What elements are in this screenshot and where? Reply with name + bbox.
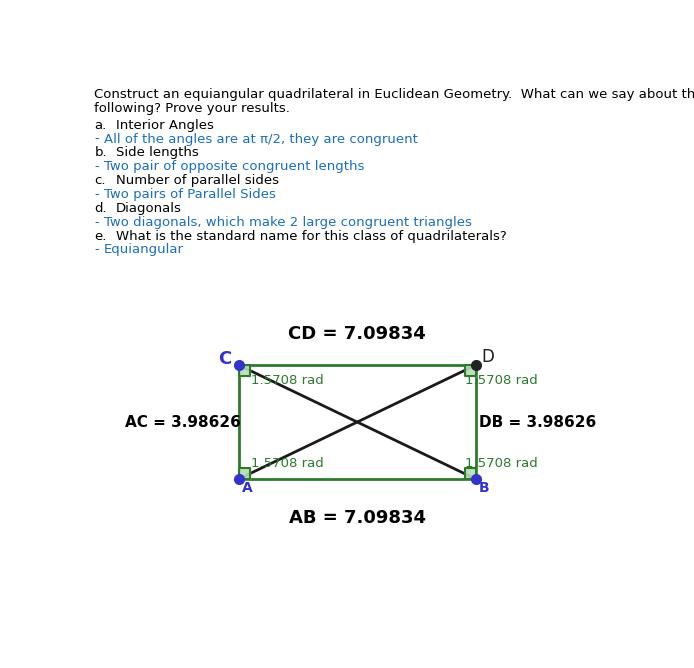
Polygon shape bbox=[239, 365, 250, 376]
Text: Side lengths: Side lengths bbox=[116, 146, 199, 160]
Text: Interior Angles: Interior Angles bbox=[116, 119, 214, 132]
Text: Construct an equiangular quadrilateral in Euclidean Geometry.  What can we say a: Construct an equiangular quadrilateral i… bbox=[94, 88, 694, 101]
Text: A: A bbox=[242, 482, 253, 496]
Text: Two pair of opposite congruent lengths: Two pair of opposite congruent lengths bbox=[104, 160, 364, 173]
Text: 1.5708 rad: 1.5708 rad bbox=[465, 374, 538, 387]
Text: All of the angles are at π/2, they are congruent: All of the angles are at π/2, they are c… bbox=[104, 132, 418, 146]
Text: AC = 3.98626: AC = 3.98626 bbox=[125, 415, 241, 430]
Text: e.: e. bbox=[94, 230, 107, 242]
Text: c.: c. bbox=[94, 174, 106, 187]
Text: C: C bbox=[218, 350, 231, 368]
Polygon shape bbox=[465, 365, 476, 376]
Text: Two diagonals, which make 2 large congruent triangles: Two diagonals, which make 2 large congru… bbox=[104, 216, 472, 228]
Text: What is the standard name for this class of quadrilaterals?: What is the standard name for this class… bbox=[116, 230, 507, 242]
Text: following? Prove your results.: following? Prove your results. bbox=[94, 102, 290, 115]
Text: B: B bbox=[479, 482, 489, 496]
Text: 1.5708 rad: 1.5708 rad bbox=[251, 374, 324, 387]
Text: a.: a. bbox=[94, 119, 107, 132]
Text: Diagonals: Diagonals bbox=[116, 202, 182, 215]
Text: 1.5708 rad: 1.5708 rad bbox=[465, 457, 538, 470]
Text: Number of parallel sides: Number of parallel sides bbox=[116, 174, 279, 187]
Text: -: - bbox=[94, 216, 99, 228]
Text: -: - bbox=[94, 160, 99, 173]
Text: D: D bbox=[482, 348, 495, 366]
Text: DB = 3.98626: DB = 3.98626 bbox=[479, 415, 596, 430]
Text: b.: b. bbox=[94, 146, 107, 160]
Polygon shape bbox=[465, 468, 476, 479]
Text: -: - bbox=[94, 188, 99, 201]
Text: CD = 7.09834: CD = 7.09834 bbox=[288, 325, 426, 343]
Text: Equiangular: Equiangular bbox=[104, 243, 184, 257]
Text: AB = 7.09834: AB = 7.09834 bbox=[289, 508, 425, 526]
Text: d.: d. bbox=[94, 202, 107, 215]
Text: -: - bbox=[94, 243, 99, 257]
Polygon shape bbox=[239, 468, 250, 479]
Text: -: - bbox=[94, 132, 99, 146]
Text: 1.5708 rad: 1.5708 rad bbox=[251, 457, 324, 470]
Text: Two pairs of Parallel Sides: Two pairs of Parallel Sides bbox=[104, 188, 276, 201]
